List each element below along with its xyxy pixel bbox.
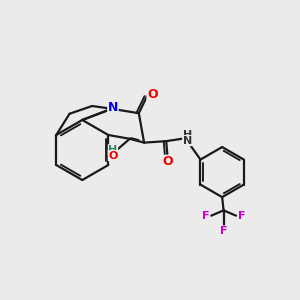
- Text: H: H: [183, 130, 192, 140]
- Text: N: N: [183, 136, 192, 146]
- Text: F: F: [220, 226, 227, 236]
- Text: F: F: [238, 211, 246, 221]
- Text: N: N: [108, 100, 118, 113]
- Text: O: O: [162, 155, 173, 168]
- Text: H: H: [108, 145, 118, 155]
- Text: O: O: [147, 88, 158, 101]
- Text: O: O: [108, 151, 118, 160]
- Text: F: F: [202, 211, 209, 221]
